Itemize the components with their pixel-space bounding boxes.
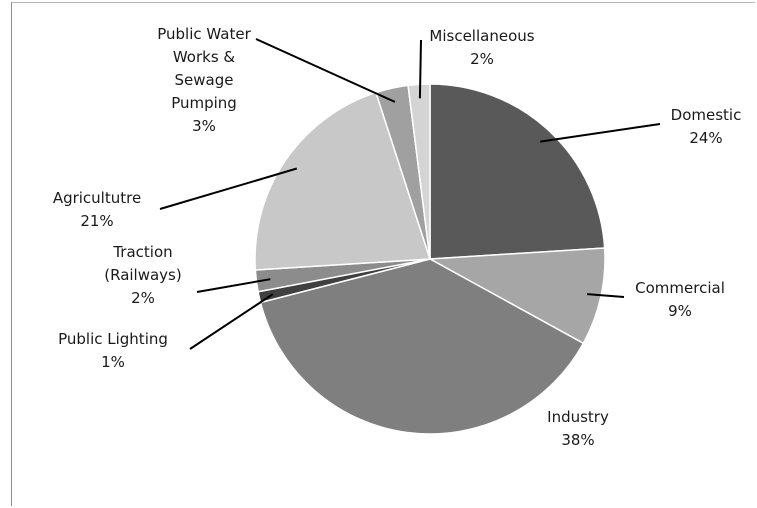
slice-labels: Domestic 24% Commercial 9% Industry 38% Public… [53,25,742,449]
leader-line [540,123,661,143]
leader-line [255,38,396,103]
pie-slice-domestic [429,83,606,260]
slice-category-label: Industry [547,408,609,426]
slice-category-label: Sewage [175,71,234,89]
pie-slices [254,83,606,435]
slice-percent-label: 21% [80,212,113,230]
slice-label: Domestic 24% [671,106,742,147]
slice-category-label: Commercial [635,279,725,297]
pie-slice-industry [259,258,585,435]
leader-line [189,293,274,350]
slice-category-label: Traction [112,243,172,261]
leader-line [196,278,271,293]
chart-frame: Domestic 24% Commercial 9% Industry 38% Public… [11,2,755,506]
slice-category-label: Domestic [671,106,742,124]
pie-slice-commercial [427,247,606,345]
slice-category-label: (Railways) [104,266,181,284]
slice-label: Miscellaneous 2% [429,27,534,68]
slice-percent-label: 2% [131,289,155,307]
slice-percent-label: 38% [561,431,594,449]
slice-category-label: Miscellaneous [429,27,534,45]
slice-percent-label: 24% [689,129,722,147]
slice-label: Traction (Railways) 2% [104,243,181,307]
pie-chart: Domestic 24% Commercial 9% Industry 38% Public… [53,25,742,449]
pie-slice-agricultutre [254,91,432,271]
slice-label: Industry 38% [547,408,609,449]
slice-label: Commercial 9% [635,279,725,320]
leader-line [418,39,422,99]
slice-percent-label: 1% [101,353,125,371]
slice-label: Public Water Works & Sewage Pumping 3% [157,25,251,135]
leader-line [587,293,625,298]
slice-percent-label: 2% [470,50,494,68]
slice-label: Agricultutre 21% [53,189,141,230]
slice-category-label: Agricultutre [53,189,141,207]
slice-category-label: Public Lighting [58,330,168,348]
slice-percent-label: 3% [192,117,216,135]
slice-percent-label: 9% [668,302,692,320]
leader-lines [159,38,661,350]
pie-slice-miscellaneous [407,83,431,260]
slice-category-label: Public Water [157,25,251,43]
slice-label: Public Lighting 1% [58,330,168,371]
leader-line [159,167,298,210]
slice-category-label: Works & [173,48,236,66]
slice-category-label: Pumping [171,94,237,112]
